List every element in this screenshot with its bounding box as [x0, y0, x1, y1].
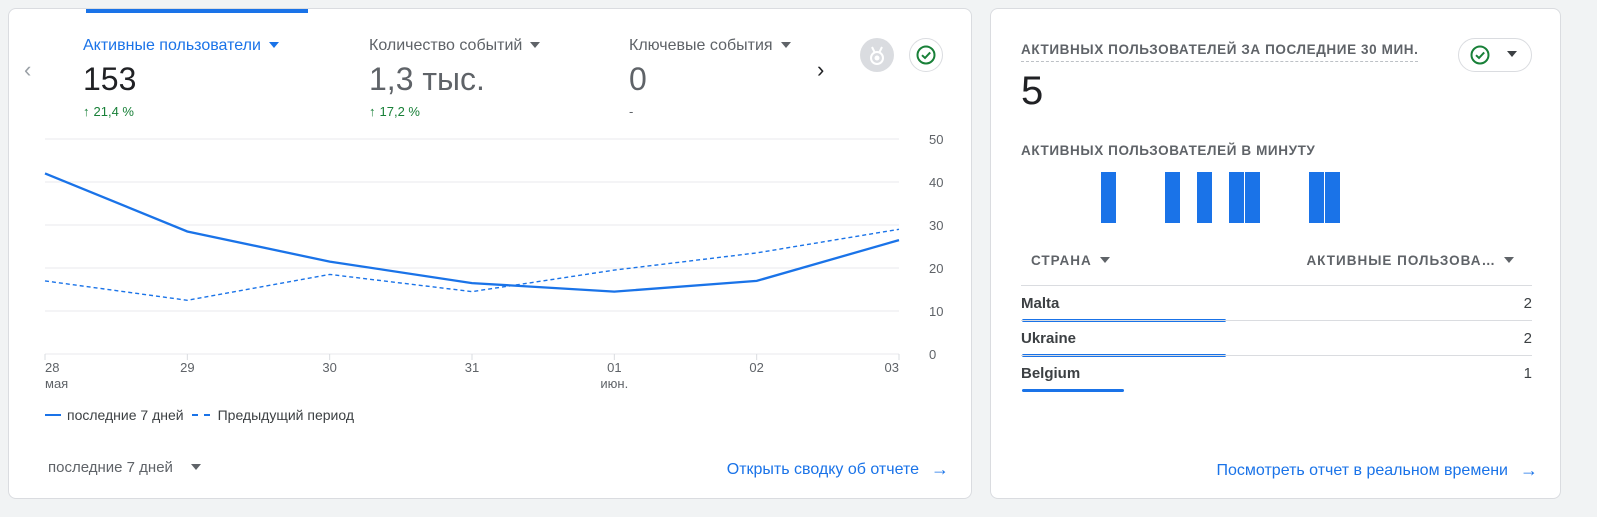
per-minute-bar[interactable]: [1309, 172, 1324, 223]
metric-label: Количество событий: [369, 37, 541, 55]
row-bar: [1022, 389, 1124, 392]
per-minute-label: АКТИВНЫХ ПОЛЬЗОВАТЕЛЕЙ В МИНУТУ: [1021, 143, 1316, 158]
overview-card: ‹ Активные пользователи 153 ↑ 21,4 % Коли…: [8, 8, 972, 499]
per-minute-bar-chart: [1101, 172, 1340, 223]
country-name: Malta: [1021, 295, 1060, 312]
arrow-right-icon: →: [1520, 460, 1538, 480]
realtime-card: АКТИВНЫХ ПОЛЬЗОВАТЕЛЕЙ ЗА ПОСЛЕДНИЕ 30 М…: [990, 8, 1561, 499]
table-row: Malta 2: [1021, 285, 1532, 322]
metric-tab-key-events[interactable]: Ключевые события 0 -: [629, 37, 805, 119]
chevron-right-icon[interactable]: ›: [817, 57, 825, 82]
per-minute-bar[interactable]: [1197, 172, 1212, 223]
x-tick-label: 03: [885, 360, 899, 375]
open-report-link[interactable]: Открыть сводку об отчете →: [727, 459, 949, 480]
x-tick-label: 30: [322, 360, 336, 375]
table-row: Belgium 1: [1021, 355, 1532, 392]
caret-down-icon: [1504, 256, 1514, 263]
caret-down-icon: [780, 41, 791, 48]
series-line-current: [44, 172, 900, 293]
per-minute-bar[interactable]: [1101, 172, 1116, 223]
medal-button[interactable]: [860, 38, 894, 72]
legend-label: Предыдущий период: [217, 407, 354, 423]
metric-change: ↑ 21,4 %: [83, 104, 134, 119]
y-tick-label: 0: [929, 347, 936, 362]
metric-label: Активные пользователи: [83, 37, 279, 55]
realtime-title[interactable]: АКТИВНЫХ ПОЛЬЗОВАТЕЛЕЙ ЗА ПОСЛЕДНИЕ 30 М…: [1021, 42, 1419, 62]
legend-label: последние 7 дней: [67, 407, 184, 423]
table-row: Ukraine 2: [1021, 320, 1532, 357]
metric-tab-active-users[interactable]: Активные пользователи 153 ↑ 21,4 %: [83, 37, 279, 119]
active-tab-indicator: [86, 9, 308, 13]
medal-icon: [870, 46, 884, 65]
metric-label: Ключевые события: [629, 37, 805, 55]
x-tick-label: 28: [45, 360, 59, 375]
header-label: СТРАНА: [1031, 253, 1092, 268]
country-users: 2: [1523, 330, 1532, 347]
header-label: АКТИВНЫЕ ПОЛЬЗОВА…: [1306, 253, 1496, 268]
caret-down-icon: [1099, 256, 1110, 263]
x-tick-label: 31: [465, 360, 479, 375]
y-tick-label: 10: [929, 304, 943, 319]
x-tick-sublabel: июн.: [600, 376, 628, 391]
y-tick-label: 20: [929, 261, 943, 276]
country-column-header[interactable]: СТРАНА: [1031, 253, 1110, 268]
metric-change: ↑ 17,2 %: [369, 104, 420, 119]
x-tick-label: 01: [607, 360, 621, 375]
country-name: Ukraine: [1021, 330, 1077, 347]
period-select-value: последние 7 дней: [48, 459, 173, 476]
data-quality-button[interactable]: [909, 38, 943, 72]
country-name: Belgium: [1021, 365, 1081, 382]
link-text: Посмотреть отчет в реальном времени: [1216, 461, 1508, 479]
caret-down-icon: [190, 463, 201, 470]
active-users-column-header[interactable]: АКТИВНЫЕ ПОЛЬЗОВА…: [1306, 253, 1514, 268]
legend-item-current: последние 7 дней: [45, 407, 184, 423]
metric-tab-event-count[interactable]: Количество событий 1,3 тыс. ↑ 17,2 %: [369, 37, 541, 119]
metric-value: 153: [83, 61, 137, 97]
y-tick-label: 50: [929, 132, 943, 147]
arrow-up-icon: ↑: [369, 104, 376, 119]
caret-down-icon: [1507, 51, 1517, 57]
caret-down-icon: [268, 41, 279, 48]
check-circle-icon: [916, 45, 936, 65]
per-minute-bar[interactable]: [1325, 172, 1340, 223]
legend-dashed-swatch: [191, 414, 210, 416]
link-text: Открыть сводку об отчете: [726, 460, 919, 478]
legend-item-previous: Предыдущий период: [191, 407, 354, 423]
chart-legend: последние 7 дней Предыдущий период: [45, 407, 362, 423]
chevron-left-icon[interactable]: ‹: [24, 57, 32, 82]
metric-value: 0: [629, 61, 647, 97]
x-tick-sublabel: мая: [45, 376, 68, 391]
x-tick-label: 02: [749, 360, 763, 375]
metric-change: -: [629, 104, 634, 119]
arrow-up-icon: ↑: [83, 104, 90, 119]
country-users: 1: [1523, 365, 1532, 382]
per-minute-bar[interactable]: [1165, 172, 1180, 223]
realtime-value: 5: [1021, 69, 1044, 113]
period-select[interactable]: последние 7 дней: [48, 459, 201, 476]
data-quality-dropdown[interactable]: [1458, 38, 1532, 72]
per-minute-bar[interactable]: [1229, 172, 1244, 223]
arrow-right-icon: →: [931, 459, 949, 479]
country-users: 2: [1523, 295, 1532, 312]
y-tick-label: 40: [929, 175, 943, 190]
y-tick-label: 30: [929, 218, 943, 233]
x-tick-label: 29: [180, 360, 194, 375]
per-minute-bar[interactable]: [1245, 172, 1260, 223]
check-circle-icon: [1470, 45, 1490, 65]
caret-down-icon: [530, 41, 541, 48]
metric-value: 1,3 тыс.: [369, 61, 485, 97]
legend-solid-swatch: [45, 414, 61, 416]
series-line-previous: [44, 228, 900, 302]
realtime-report-link[interactable]: Посмотреть отчет в реальном времени →: [1217, 460, 1538, 481]
